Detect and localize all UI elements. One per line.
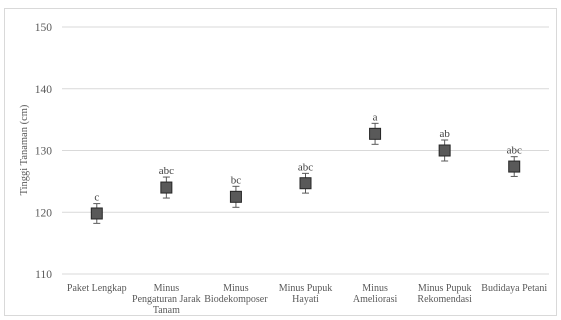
- x-category-label: Hayati: [292, 294, 319, 305]
- data-point: [438, 144, 451, 157]
- x-category-label: Tanam: [153, 305, 180, 316]
- significance-labels: c abc bc abc a ab abc: [94, 111, 522, 203]
- significance-label: abc: [507, 145, 522, 157]
- y-tick-label: 120: [35, 207, 53, 219]
- x-category-label: Minus Pupuk: [279, 283, 333, 294]
- x-category-label: Budidaya Petani: [481, 283, 547, 294]
- significance-label: abc: [298, 161, 313, 173]
- x-category-label: Rekomendasi: [417, 294, 472, 305]
- x-category-label: Minus: [154, 283, 180, 294]
- y-tick-label: 140: [35, 84, 53, 96]
- data-point: [369, 127, 382, 140]
- significance-label: c: [94, 192, 99, 204]
- significance-label: ab: [439, 128, 450, 140]
- x-category-label: Minus: [362, 283, 388, 294]
- data-point: [508, 160, 521, 173]
- x-category-label: Paket Lengkap: [67, 283, 127, 294]
- x-category-label: Ameliorasi: [353, 294, 398, 305]
- y-tick-label: 130: [35, 146, 53, 158]
- significance-label: bc: [231, 174, 242, 186]
- data-markers: [90, 127, 521, 220]
- y-tick-label: 110: [35, 269, 52, 281]
- x-category-label: Minus: [223, 283, 249, 294]
- significance-label: abc: [159, 165, 174, 177]
- significance-label: a: [373, 111, 378, 123]
- data-point: [160, 181, 173, 194]
- data-point: [299, 177, 312, 190]
- chart-frame: [4, 8, 557, 316]
- x-category-label: Biodekomposer: [204, 294, 268, 305]
- y-tick-labels: 110 120 130 140 150: [35, 22, 53, 281]
- data-point: [229, 190, 242, 203]
- grid: [62, 26, 549, 275]
- y-axis-title: Tinggi Tanaman (cm): [19, 104, 30, 195]
- data-point: [90, 207, 103, 220]
- x-category-label: Minus Pupuk: [418, 283, 472, 294]
- y-tick-label: 150: [35, 22, 53, 34]
- x-category-label: Pengaturan Jarak: [132, 294, 201, 305]
